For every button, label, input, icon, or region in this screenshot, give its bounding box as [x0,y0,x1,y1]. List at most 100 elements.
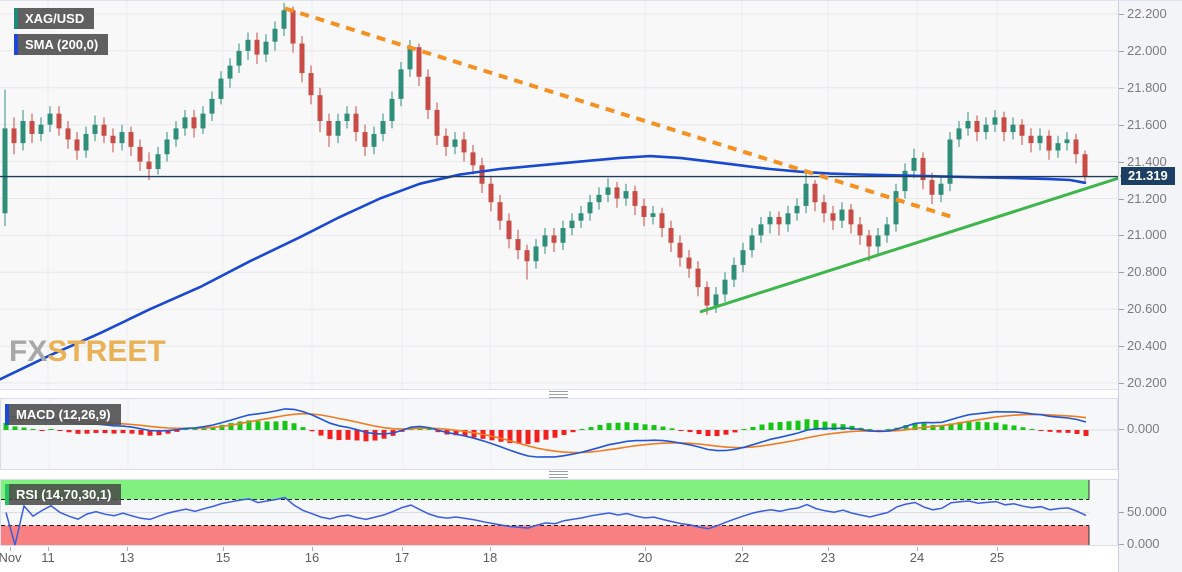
macd-histogram-bar [12,426,18,430]
candle-body [578,213,584,221]
candle-body [101,124,107,136]
main-chart-panel[interactable] [0,1,1118,390]
candle-body [668,228,674,243]
macd-histogram-bar [705,430,711,437]
axis-tick [828,547,829,551]
macd-histogram-bar [165,430,171,434]
candle-body [866,235,872,247]
candle-body [695,268,701,288]
macd-histogram-bar [651,425,657,430]
candle-body [677,242,683,258]
macd-panel[interactable] [0,398,1119,470]
candle-body [776,216,782,225]
rsi-chart-canvas[interactable] [1,480,1119,547]
macd-histogram-bar [597,424,603,430]
macd-histogram-bar [48,429,54,430]
macd-histogram-bar [885,429,891,430]
candle-body [920,157,926,181]
candle-body [1064,139,1070,144]
descending-resistance-trendline[interactable] [284,6,956,220]
candle-body [902,170,908,192]
candle-body [731,264,737,280]
macd-histogram-bar [1029,429,1035,430]
time-axis[interactable]: Nov 11 13 15 16 17 18 20 22 23 24 25 [0,547,1118,572]
candle-body [191,117,197,129]
candle-body [965,121,971,129]
axis-tick [1119,87,1124,89]
time-axis-label: 17 [394,550,410,565]
macd-histogram-bar [471,430,477,438]
symbol-legend-badge[interactable]: XAG/USD [14,8,95,29]
macd-histogram-bar [1038,430,1044,431]
time-axis-label: Nov [0,550,22,565]
macd-histogram-bar [570,430,576,433]
macd-chart-canvas[interactable] [1,399,1119,470]
price-axis-label: 20.600 [1127,301,1167,317]
price-axis[interactable]: 21.319 22.200 22.000 21.800 21.600 21.400 21.… [1118,1,1182,572]
macd-legend-badge[interactable]: MACD (12,26,9) [5,404,121,425]
candle-body [344,113,350,122]
candle-body [821,202,827,214]
candle-body [200,113,206,129]
price-axis-label: 21.600 [1127,116,1167,132]
rsi-axis-label: 50.000 [1127,503,1167,519]
candle-body [722,279,728,295]
candle-body [182,117,188,129]
macd-histogram-bar [750,426,756,430]
macd-histogram-bar [741,429,747,430]
candle-body [740,250,746,265]
candle-body [1046,135,1052,151]
axis-tick [312,547,313,551]
macd-histogram-bar [534,430,540,443]
ascending-support-trendline[interactable] [699,175,1118,314]
candle-body [119,132,125,144]
axis-tick [1119,198,1124,200]
candle-body [434,109,440,136]
macd-histogram-bar [912,422,918,430]
sma-legend-badge[interactable]: SMA (200,0) [14,34,109,55]
time-axis-label: 13 [119,550,135,565]
current-price-badge: 21.319 [1120,167,1175,185]
candle-body [2,128,8,214]
candle-body [614,187,620,199]
candle-body [155,154,161,169]
axis-tick [997,547,998,551]
candle-body [713,294,719,306]
axis-tick [1119,124,1124,126]
macd-histogram-bar [84,430,90,434]
axis-tick [48,547,49,551]
candle-body [38,124,44,134]
candlestick-chart-canvas[interactable] [0,1,1118,389]
axis-tick [1119,235,1124,237]
candle-body [587,202,593,214]
axis-tick [1119,309,1124,311]
macd-histogram-bar [1056,430,1062,433]
macd-panel-resize-handle[interactable] [549,391,568,399]
candle-body [974,121,980,133]
candle-body [227,65,233,79]
candle-body [20,121,26,144]
candle-body [137,146,143,162]
candle-body [632,191,638,206]
rsi-overbought-zone [1,480,1089,500]
axis-tick [490,547,491,551]
macd-histogram-bar [804,419,810,430]
candle-body [146,161,152,169]
candle-body [452,139,458,147]
macd-histogram-bar [867,429,873,430]
candle-body [371,133,377,147]
candle-body [893,191,899,225]
rsi-legend-badge[interactable]: RSI (14,70,30,1) [5,484,122,505]
time-axis-label: 18 [482,550,498,565]
rsi-panel[interactable] [0,479,1118,546]
macd-histogram-bar [273,421,279,430]
candle-body [407,47,413,70]
rsi-line [5,496,1087,546]
price-axis-label: 21.400 [1127,153,1167,169]
watermark-fx: FX [9,335,48,368]
candle-body [398,69,404,99]
macd-histogram-bar [1047,430,1053,432]
rsi-oversold-zone [1,525,1089,545]
rsi-panel-resize-handle[interactable] [549,471,568,479]
